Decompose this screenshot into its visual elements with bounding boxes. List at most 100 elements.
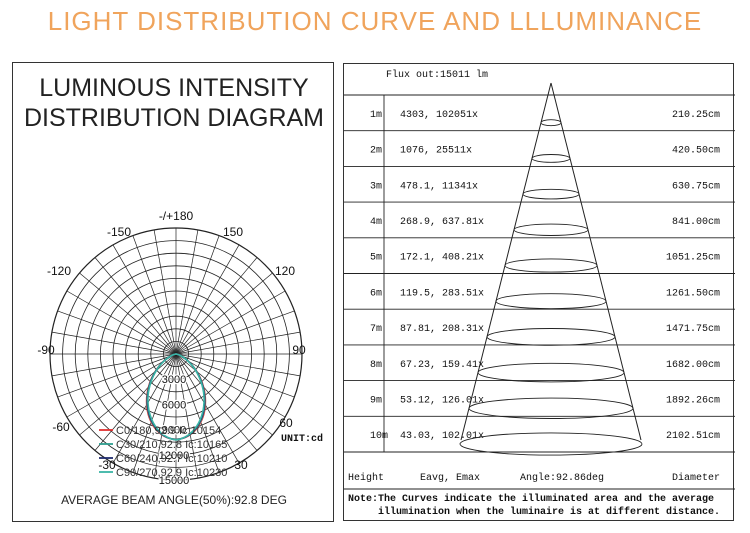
row-height: 6m bbox=[370, 288, 382, 299]
polar-angle-label: 60 bbox=[279, 416, 293, 430]
row-diameter: 630.75cm bbox=[672, 181, 720, 192]
row-values: 119.5, 283.51x bbox=[400, 288, 484, 299]
polar-angle-label: -30 bbox=[98, 458, 116, 472]
row-diameter: 210.25cm bbox=[672, 110, 720, 121]
cone-shape bbox=[459, 82, 643, 456]
polar-spoke bbox=[66, 290, 177, 355]
cone-ellipse bbox=[531, 154, 571, 163]
polar-angle-label: 90 bbox=[292, 343, 306, 357]
polar-radial-label: 15000 bbox=[159, 475, 190, 487]
cone-ellipse bbox=[468, 397, 634, 419]
polar-spoke bbox=[132, 235, 177, 355]
row-height: 5m bbox=[370, 253, 382, 264]
row-height: 8m bbox=[370, 360, 382, 371]
polar-title-line2: DISTRIBUTION DIAGRAM bbox=[23, 104, 324, 132]
row-values: 87.81, 208.31x bbox=[400, 324, 484, 335]
row-diameter: 1892.26cm bbox=[666, 396, 720, 407]
polar-spoke bbox=[112, 353, 177, 464]
polar-curves bbox=[145, 353, 207, 441]
row-values: 478.1, 11341x bbox=[400, 181, 478, 192]
cone-ellipse bbox=[513, 223, 589, 236]
cone-grid bbox=[344, 94, 735, 490]
footer-angle: Angle:92.86deg bbox=[520, 472, 604, 484]
row-values: 53.12, 126.01x bbox=[400, 396, 484, 407]
legend-label: C30/210,92.8 Ic:10165 bbox=[116, 439, 227, 451]
footer-eavg: Eavg, Emax bbox=[420, 473, 480, 484]
cone-ellipse bbox=[495, 293, 607, 310]
row-values: 43.03, 102.01x bbox=[400, 431, 484, 442]
polar-angle-label: -60 bbox=[52, 420, 70, 434]
polar-spoke bbox=[153, 353, 177, 479]
polar-spoke bbox=[79, 353, 177, 436]
row-diameter: 420.50cm bbox=[672, 146, 720, 157]
cone-text: Flux out:15011 lm 1m 4303, 102051x 210.25cm… bbox=[348, 69, 720, 518]
polar-radial-label: 6000 bbox=[162, 399, 186, 411]
polar-radial-label: 3000 bbox=[162, 374, 186, 386]
row-diameter: 1261.50cm bbox=[666, 288, 720, 299]
polar-labels: -/+180 -150 150 -120 120 -90 90 -60 60 -30 30 0 3000… bbox=[37, 209, 323, 488]
cone-edge-left bbox=[460, 82, 552, 441]
polar-angle-label: -90 bbox=[37, 343, 55, 357]
row-values: 4303, 102051x bbox=[400, 110, 478, 121]
polar-unit: UNIT:cd bbox=[281, 433, 323, 445]
polar-title-line1: LUMINOUS INTENSITY bbox=[39, 74, 309, 102]
polar-curve-3 bbox=[147, 353, 205, 441]
row-values: 67.23, 159.41x bbox=[400, 360, 484, 371]
flux-label: Flux out:15011 lm bbox=[386, 69, 488, 81]
polar-spoke bbox=[175, 353, 295, 398]
polar-diagram-panel: LUMINOUS INTENSITY DISTRIBUTION DIAGRAM … bbox=[12, 62, 334, 522]
polar-spoke bbox=[94, 257, 177, 355]
polar-spoke bbox=[175, 257, 258, 355]
polar-spoke bbox=[57, 353, 177, 398]
polar-spoke bbox=[175, 229, 199, 355]
polar-spoke bbox=[175, 331, 301, 355]
polar-angle-label: -150 bbox=[107, 225, 131, 239]
polar-legend: C0/180,92.9 Ic:10154 C30/210,92.8 Ic:1016… bbox=[99, 425, 227, 479]
row-diameter: 1471.75cm bbox=[666, 324, 720, 335]
polar-angle-label: 30 bbox=[234, 458, 248, 472]
polar-radial-label: 12000 bbox=[159, 450, 190, 462]
polar-spoke bbox=[175, 353, 258, 451]
cone-ellipse bbox=[522, 188, 580, 200]
legend-label: C60/240,92.7 Ic:10210 bbox=[116, 453, 227, 465]
cone-ellipse bbox=[486, 328, 616, 346]
polar-spoke bbox=[175, 290, 286, 355]
illuminance-panel: Flux out:15011 lm 1m 4303, 102051x 210.25cm… bbox=[343, 63, 735, 521]
row-diameter: 1682.00cm bbox=[666, 360, 720, 371]
note-line2: illumination when the luminaire is at di… bbox=[378, 506, 720, 518]
polar-grid bbox=[49, 227, 303, 481]
cone-ellipse bbox=[477, 362, 625, 383]
legend-label: C0/180,92.9 Ic:10154 bbox=[116, 425, 221, 437]
cone-edge-right bbox=[550, 82, 642, 441]
row-height: 7m bbox=[370, 324, 382, 335]
row-values: 172.1, 408.21x bbox=[400, 253, 484, 264]
footer-height: Height bbox=[348, 472, 384, 484]
polar-spoke bbox=[66, 353, 177, 418]
row-height: 10m bbox=[370, 431, 388, 442]
row-height: 9m bbox=[370, 396, 382, 407]
row-height: 1m bbox=[370, 110, 382, 121]
polar-radial-label: 9000 bbox=[162, 425, 186, 437]
polar-spoke bbox=[175, 353, 301, 377]
polar-spoke bbox=[112, 244, 177, 355]
row-diameter: 2102.51cm bbox=[666, 431, 720, 442]
legend-label: C90/270,92.9 Ic:10230 bbox=[116, 467, 227, 479]
polar-spoke bbox=[153, 229, 177, 355]
polar-spoke bbox=[175, 244, 240, 355]
cone-ellipse bbox=[540, 119, 562, 127]
polar-spoke bbox=[51, 331, 177, 355]
polar-spoke bbox=[94, 353, 177, 451]
row-values: 1076, 25511x bbox=[400, 146, 472, 157]
polar-spoke bbox=[175, 353, 240, 464]
polar-spoke bbox=[79, 272, 177, 355]
illuminance-cone-chart: Flux out:15011 lm 1m 4303, 102051x 210.25cm… bbox=[344, 69, 735, 518]
row-diameter: 841.00cm bbox=[672, 217, 720, 228]
row-height: 4m bbox=[370, 217, 382, 228]
polar-spoke bbox=[175, 353, 199, 479]
polar-spoke bbox=[175, 235, 220, 355]
row-diameter: 1051.25cm bbox=[666, 253, 720, 264]
polar-spoke bbox=[132, 353, 177, 473]
polar-spoke bbox=[175, 353, 220, 473]
polar-angle-label: 120 bbox=[275, 264, 295, 278]
footer-diameter: Diameter bbox=[672, 472, 720, 484]
